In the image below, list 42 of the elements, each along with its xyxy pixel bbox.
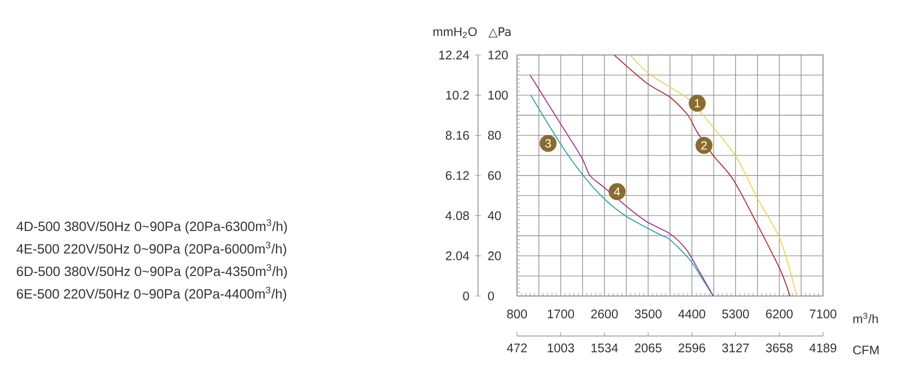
x2-tick-label: 2596 — [678, 344, 706, 352]
y2-tick-label: 6.12 — [446, 171, 469, 180]
y2-tick-label: 12.24 — [439, 50, 470, 60]
x-tick-label: 6200 — [766, 310, 793, 318]
text: 6E-500 220V/50Hz 0~90Pa (20Pa-4400m$^{3}$/h) — [16, 286, 286, 302]
text: 4D-500 380V/50Hz 0~90Pa (20Pa-6300m$^{3}$/h) — [16, 219, 287, 234]
annotation: 1 — [694, 99, 700, 108]
x-tick-label: 2600 — [591, 310, 618, 318]
y-tick-label: 80 — [488, 130, 501, 140]
x2-tick-label: 3658 — [766, 344, 793, 352]
x-tick-label: 1700 — [548, 310, 574, 318]
text: 6D-500 380V/50Hz 0~90Pa (20Pa-4350m$^{3}$/h) — [16, 264, 287, 279]
x-tick-label: 800 — [507, 310, 527, 318]
y-tick-label: 60 — [488, 171, 501, 180]
x-tick-label: 5300 — [722, 310, 749, 318]
y-axis-title: △Pa — [488, 27, 511, 38]
x2-tick-label: 1003 — [548, 344, 574, 352]
x-tick-label: 7100 — [810, 310, 836, 318]
y2-tick-label: 4.08 — [446, 211, 469, 220]
x2-tick-label: 3127 — [722, 344, 749, 352]
x2-tick-label: 472 — [506, 344, 527, 352]
y2-tick-label: 8.16 — [446, 130, 469, 140]
annotation: 4 — [614, 187, 620, 196]
x-tick-label: 4400 — [678, 310, 706, 318]
y2-tick-label: 0 — [463, 292, 470, 300]
y-tick-label: 120 — [488, 50, 508, 60]
annotation: 2 — [701, 141, 707, 150]
y-tick-label: 100 — [488, 90, 508, 100]
text: 4E-500 220V/50Hz 0~90Pa (20Pa-6000m$^{3}$/h) — [16, 242, 286, 256]
y2-tick-label: 10.2 — [446, 90, 469, 100]
y2-tick-label: 2.04 — [446, 251, 470, 260]
y-tick-label: 40 — [488, 211, 501, 220]
y-tick-label: 0 — [488, 292, 494, 300]
x2-axis-title: CFM — [853, 346, 878, 354]
x2-tick-label: 4189 — [809, 344, 836, 352]
y-tick-label: 20 — [488, 251, 501, 260]
y2-axis-title: mmH$_{2}$O — [433, 27, 477, 38]
x2-tick-label: 2065 — [634, 344, 662, 352]
x-axis-title: m$^{3}$/h — [853, 312, 878, 324]
annotation: 3 — [545, 139, 551, 148]
x2-tick-label: 1534 — [592, 344, 618, 352]
x-tick-label: 3500 — [634, 310, 662, 318]
